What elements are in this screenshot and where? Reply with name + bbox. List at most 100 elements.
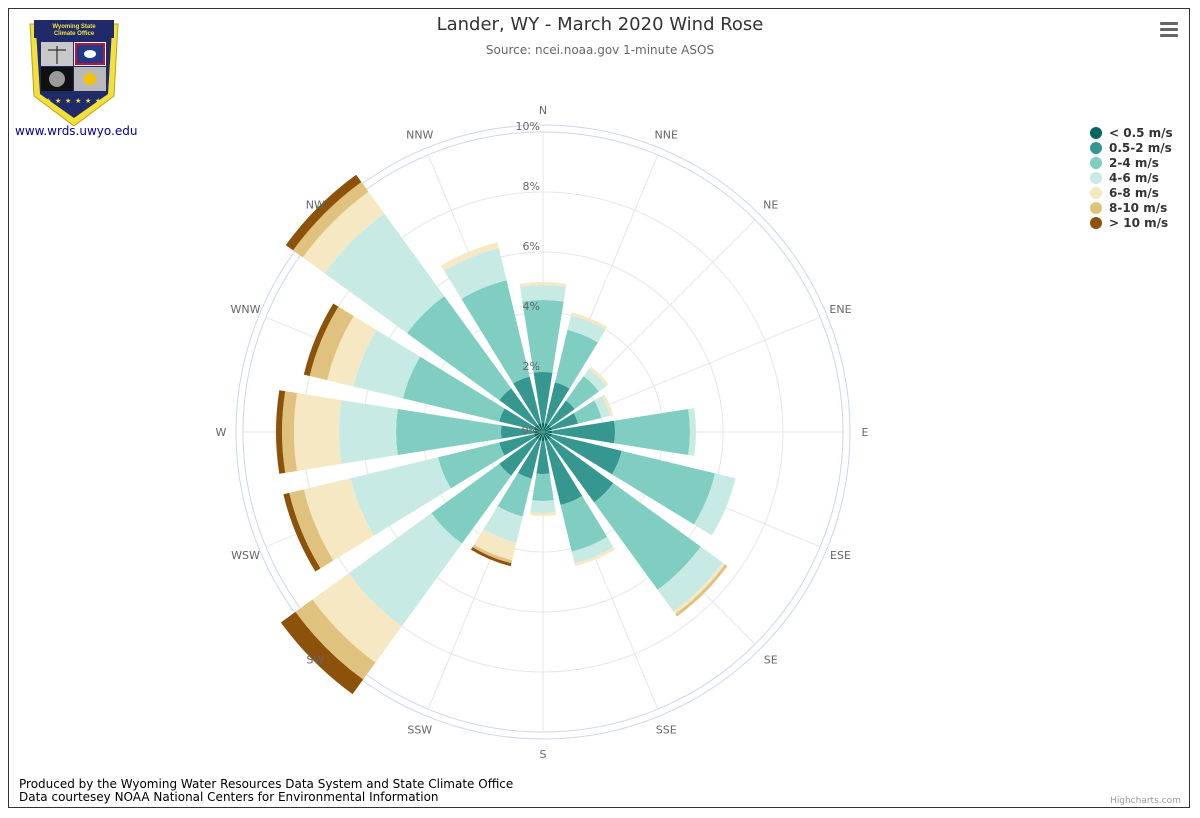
wedge-se-series-5[interactable]: [675, 564, 728, 617]
wedge-nne-series-0[interactable]: [543, 423, 548, 432]
legend-item-1[interactable]: 0.5-2 m/s: [1090, 140, 1173, 155]
wedge-s-series-3[interactable]: [530, 500, 556, 513]
wedge-e-series-2[interactable]: [614, 409, 690, 455]
wedge-ne-series-4[interactable]: [588, 366, 609, 387]
wedge-ssw-series-1[interactable]: [517, 439, 541, 479]
wedge-ne-series-1[interactable]: [548, 400, 575, 427]
wedge-ese-series-0[interactable]: [543, 432, 552, 437]
wedge-nnw-series-4[interactable]: [441, 242, 499, 271]
wedge-n-series-4[interactable]: [519, 282, 567, 287]
wedge-n-series-1[interactable]: [533, 372, 553, 424]
legend-item-5[interactable]: 8-10 m/s: [1090, 200, 1173, 215]
wedge-sse-series-3[interactable]: [571, 536, 614, 564]
wedge-se-series-4[interactable]: [673, 562, 726, 615]
website-link[interactable]: www.wrds.uwyo.edu: [15, 124, 138, 138]
wedge-e-series-0[interactable]: [543, 430, 552, 434]
wedge-se-series-2[interactable]: [594, 483, 701, 590]
wedge-w-series-4[interactable]: [294, 393, 342, 471]
wedge-nw-series-2[interactable]: [407, 296, 512, 401]
wedge-ese-series-2[interactable]: [612, 450, 716, 525]
wedge-wnw-series-6[interactable]: [303, 303, 339, 376]
wedge-sw-series-6[interactable]: [280, 611, 364, 695]
wedge-nw-series-0[interactable]: [535, 424, 543, 432]
wedge-sw-series-5[interactable]: [295, 599, 376, 680]
wedge-se-series-1[interactable]: [548, 437, 614, 503]
wedge-nw-series-6[interactable]: [285, 174, 362, 251]
wedge-sse-series-4[interactable]: [574, 547, 616, 567]
legend-item-6[interactable]: > 10 m/s: [1090, 215, 1173, 230]
wedge-nw-series-3[interactable]: [324, 213, 445, 334]
wedge-wsw-series-0[interactable]: [534, 432, 543, 437]
wedge-nw-series-5[interactable]: [293, 182, 369, 258]
wedge-nnw-series-1[interactable]: [513, 376, 541, 425]
wedge-wsw-series-2[interactable]: [437, 442, 505, 489]
wedge-w-series-2[interactable]: [395, 409, 502, 455]
wedge-wsw-series-1[interactable]: [499, 434, 536, 456]
legend-item-3[interactable]: 4-6 m/s: [1090, 170, 1173, 185]
hamburger-menu-icon[interactable]: [1158, 22, 1180, 40]
wedge-e-series-1[interactable]: [551, 420, 615, 444]
wedge-n-series-2[interactable]: [522, 300, 564, 373]
legend-item-4[interactable]: 6-8 m/s: [1090, 185, 1173, 200]
wedge-ssw-series-6[interactable]: [470, 547, 512, 567]
wedge-w-series-3[interactable]: [338, 400, 398, 464]
wedge-ssw-series-5[interactable]: [472, 544, 513, 564]
wedge-wnw-series-0[interactable]: [534, 427, 543, 432]
wedge-ne-series-2[interactable]: [565, 376, 599, 410]
wedge-w-series-0[interactable]: [534, 430, 543, 434]
wedge-sse-series-2[interactable]: [560, 495, 608, 552]
wedge-nne-series-1[interactable]: [545, 382, 570, 425]
wedge-nw-series-1[interactable]: [499, 388, 538, 427]
wedge-w-series-5[interactable]: [282, 391, 298, 473]
wedge-w-series-6[interactable]: [275, 390, 286, 474]
wedge-ese-series-1[interactable]: [550, 434, 622, 475]
wedge-n-series-0[interactable]: [541, 423, 545, 432]
wedge-wsw-series-5[interactable]: [289, 489, 334, 569]
wedge-nnw-series-2[interactable]: [461, 280, 530, 384]
wedge-nne-series-2[interactable]: [554, 329, 598, 389]
wedge-ene-series-4[interactable]: [601, 394, 614, 416]
wedge-nw-series-4[interactable]: [302, 191, 385, 274]
wedge-ne-series-3[interactable]: [583, 368, 607, 392]
wedge-wnw-series-5[interactable]: [309, 306, 354, 381]
wedge-e-series-3[interactable]: [688, 408, 697, 456]
wedge-wsw-series-3[interactable]: [350, 457, 451, 536]
wedge-wnw-series-1[interactable]: [499, 408, 536, 430]
wedge-nnw-series-0[interactable]: [538, 423, 543, 432]
wedge-sw-series-4[interactable]: [312, 573, 402, 663]
wedge-wnw-series-3[interactable]: [353, 330, 421, 399]
wedge-se-series-0[interactable]: [543, 432, 551, 440]
legend-item-0[interactable]: < 0.5 m/s: [1090, 125, 1173, 140]
wedge-ssw-series-0[interactable]: [538, 432, 543, 441]
legend-item-2[interactable]: 2-4 m/s: [1090, 155, 1173, 170]
wedge-nne-series-4[interactable]: [571, 312, 608, 330]
wedge-s-series-1[interactable]: [536, 440, 550, 475]
wedge-ssw-series-3[interactable]: [483, 506, 523, 543]
wedge-sw-series-0[interactable]: [535, 432, 543, 440]
wedge-ene-series-1[interactable]: [550, 413, 579, 430]
wedge-ene-series-3[interactable]: [594, 395, 611, 418]
wedge-sw-series-1[interactable]: [499, 437, 538, 476]
wedge-ese-series-3[interactable]: [693, 473, 736, 536]
wedge-ene-series-2[interactable]: [573, 400, 602, 424]
wedge-ne-series-0[interactable]: [543, 424, 551, 432]
wedge-sw-series-3[interactable]: [348, 513, 462, 627]
wedge-wnw-series-4[interactable]: [327, 316, 377, 387]
wedge-s-series-4[interactable]: [529, 512, 557, 516]
wedge-wsw-series-6[interactable]: [283, 492, 321, 572]
wedge-s-series-2[interactable]: [532, 473, 554, 501]
wedge-sse-series-1[interactable]: [545, 439, 583, 505]
wedge-s-series-0[interactable]: [541, 432, 545, 442]
wedge-nnw-series-3[interactable]: [444, 248, 507, 299]
wedge-ene-series-0[interactable]: [543, 427, 552, 432]
wedge-w-series-1[interactable]: [500, 425, 535, 439]
wedge-sw-series-2[interactable]: [431, 463, 512, 544]
wedge-se-series-3[interactable]: [657, 546, 723, 612]
wedge-ssw-series-2[interactable]: [497, 472, 532, 517]
highcharts-credit[interactable]: Highcharts.com: [1110, 796, 1181, 806]
wedge-wsw-series-4[interactable]: [303, 478, 375, 561]
wedge-wnw-series-2[interactable]: [402, 356, 505, 422]
wedge-nne-series-3[interactable]: [567, 315, 606, 343]
wedge-n-series-3[interactable]: [520, 285, 566, 302]
wedge-sse-series-0[interactable]: [543, 432, 548, 441]
